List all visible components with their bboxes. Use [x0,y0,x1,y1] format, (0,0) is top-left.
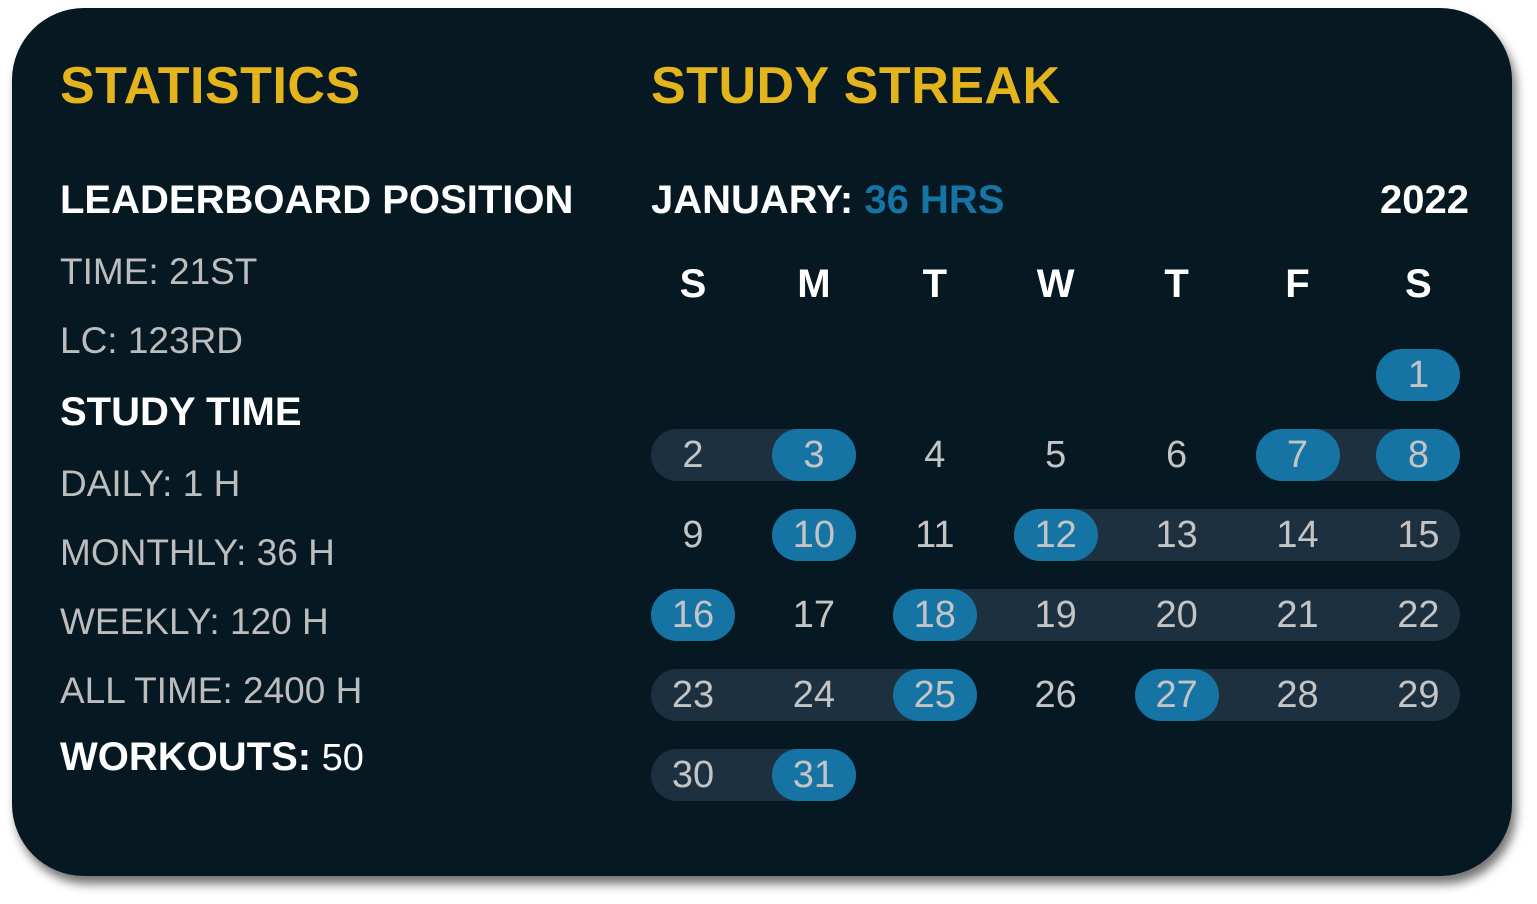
calendar-day[interactable]: 27 [1155,674,1198,716]
calendar-day[interactable]: 18 [913,594,956,636]
workouts-value: 50 [311,737,364,779]
calendar-day[interactable]: 29 [1397,674,1440,716]
study-day-highlight [1376,349,1461,401]
calendar-day[interactable]: 23 [671,674,715,716]
weekday-header: T [922,262,948,306]
calendar-day[interactable]: 5 [1045,434,1067,476]
study-day-highlight [771,509,856,561]
leaderboard-heading: LEADERBOARD POSITION [60,178,574,222]
calendar-day[interactable]: 14 [1276,514,1319,556]
weekday-header: S [679,262,707,306]
calendar-day[interactable]: 16 [671,594,715,636]
calendar-day[interactable]: 25 [913,674,956,716]
calendar-day[interactable]: 31 [792,754,836,796]
weekday-header: W [1036,262,1075,306]
calendar-day[interactable]: 21 [1276,594,1319,636]
calendar-day[interactable]: 9 [682,514,704,556]
calendar-day[interactable]: 26 [1034,674,1077,716]
weekday-header: F [1285,262,1310,306]
study-day-highlight [651,589,735,641]
calendar-day[interactable]: 2 [682,434,704,476]
study-day-highlight [1376,429,1461,481]
statistics-title: STATISTICS [60,57,361,115]
calendar-day[interactable]: 6 [1166,434,1188,476]
month-hours: 36 HRS [864,178,1005,222]
calendar-day[interactable]: 30 [671,754,715,796]
workouts: WORKOUTS: 50 [60,735,364,780]
calendar-day[interactable]: 24 [792,674,836,716]
calendar-day[interactable]: 22 [1397,594,1440,636]
study-day-highlight [1255,429,1340,481]
weekly-time: WEEKLY: 120 H [60,601,329,642]
calendar-day[interactable]: 15 [1397,514,1440,556]
calendar-day[interactable]: 17 [792,594,836,636]
year-label: 2022 [1380,178,1469,222]
calendar-day[interactable]: 28 [1276,674,1319,716]
month-summary: JANUARY: 36 HRS [651,178,1004,223]
study-streak-title: STUDY STREAK [651,57,1061,115]
calendar-day[interactable]: 20 [1155,594,1198,636]
weekday-header: M [797,262,831,306]
study-day-highlight [1134,669,1219,721]
study-day-highlight [771,429,856,481]
all-time: ALL TIME: 2400 H [60,670,363,711]
calendar-day[interactable]: 7 [1286,434,1309,476]
study-day-highlight [1013,509,1098,561]
calendar-day[interactable]: 1 [1407,354,1429,396]
study-day-highlight [771,749,856,801]
calendar-day[interactable]: 10 [792,514,836,556]
calendar-day[interactable]: 13 [1155,514,1198,556]
calendar-day[interactable]: 11 [915,514,955,556]
time-rank: TIME: 21ST [60,251,258,292]
weekday-header: S [1405,262,1432,306]
calendar-day[interactable]: 4 [924,434,946,476]
streak-band [892,589,1461,641]
daily-time: DAILY: 1 H [60,463,241,504]
study-day-highlight [892,589,977,641]
study-time-heading: STUDY TIME [60,390,302,434]
monthly-time: MONTHLY: 36 H [60,532,335,573]
lc-rank: LC: 123RD [60,320,244,361]
calendar-day[interactable]: 8 [1407,434,1429,476]
calendar-day[interactable]: 12 [1034,514,1077,556]
study-day-highlight [892,669,977,721]
workouts-label: WORKOUTS: [60,735,312,779]
calendar-day[interactable]: 3 [803,434,825,476]
calendar-day[interactable]: 19 [1034,594,1077,636]
month-label: JANUARY: [651,178,865,222]
weekday-header: T [1164,262,1189,306]
